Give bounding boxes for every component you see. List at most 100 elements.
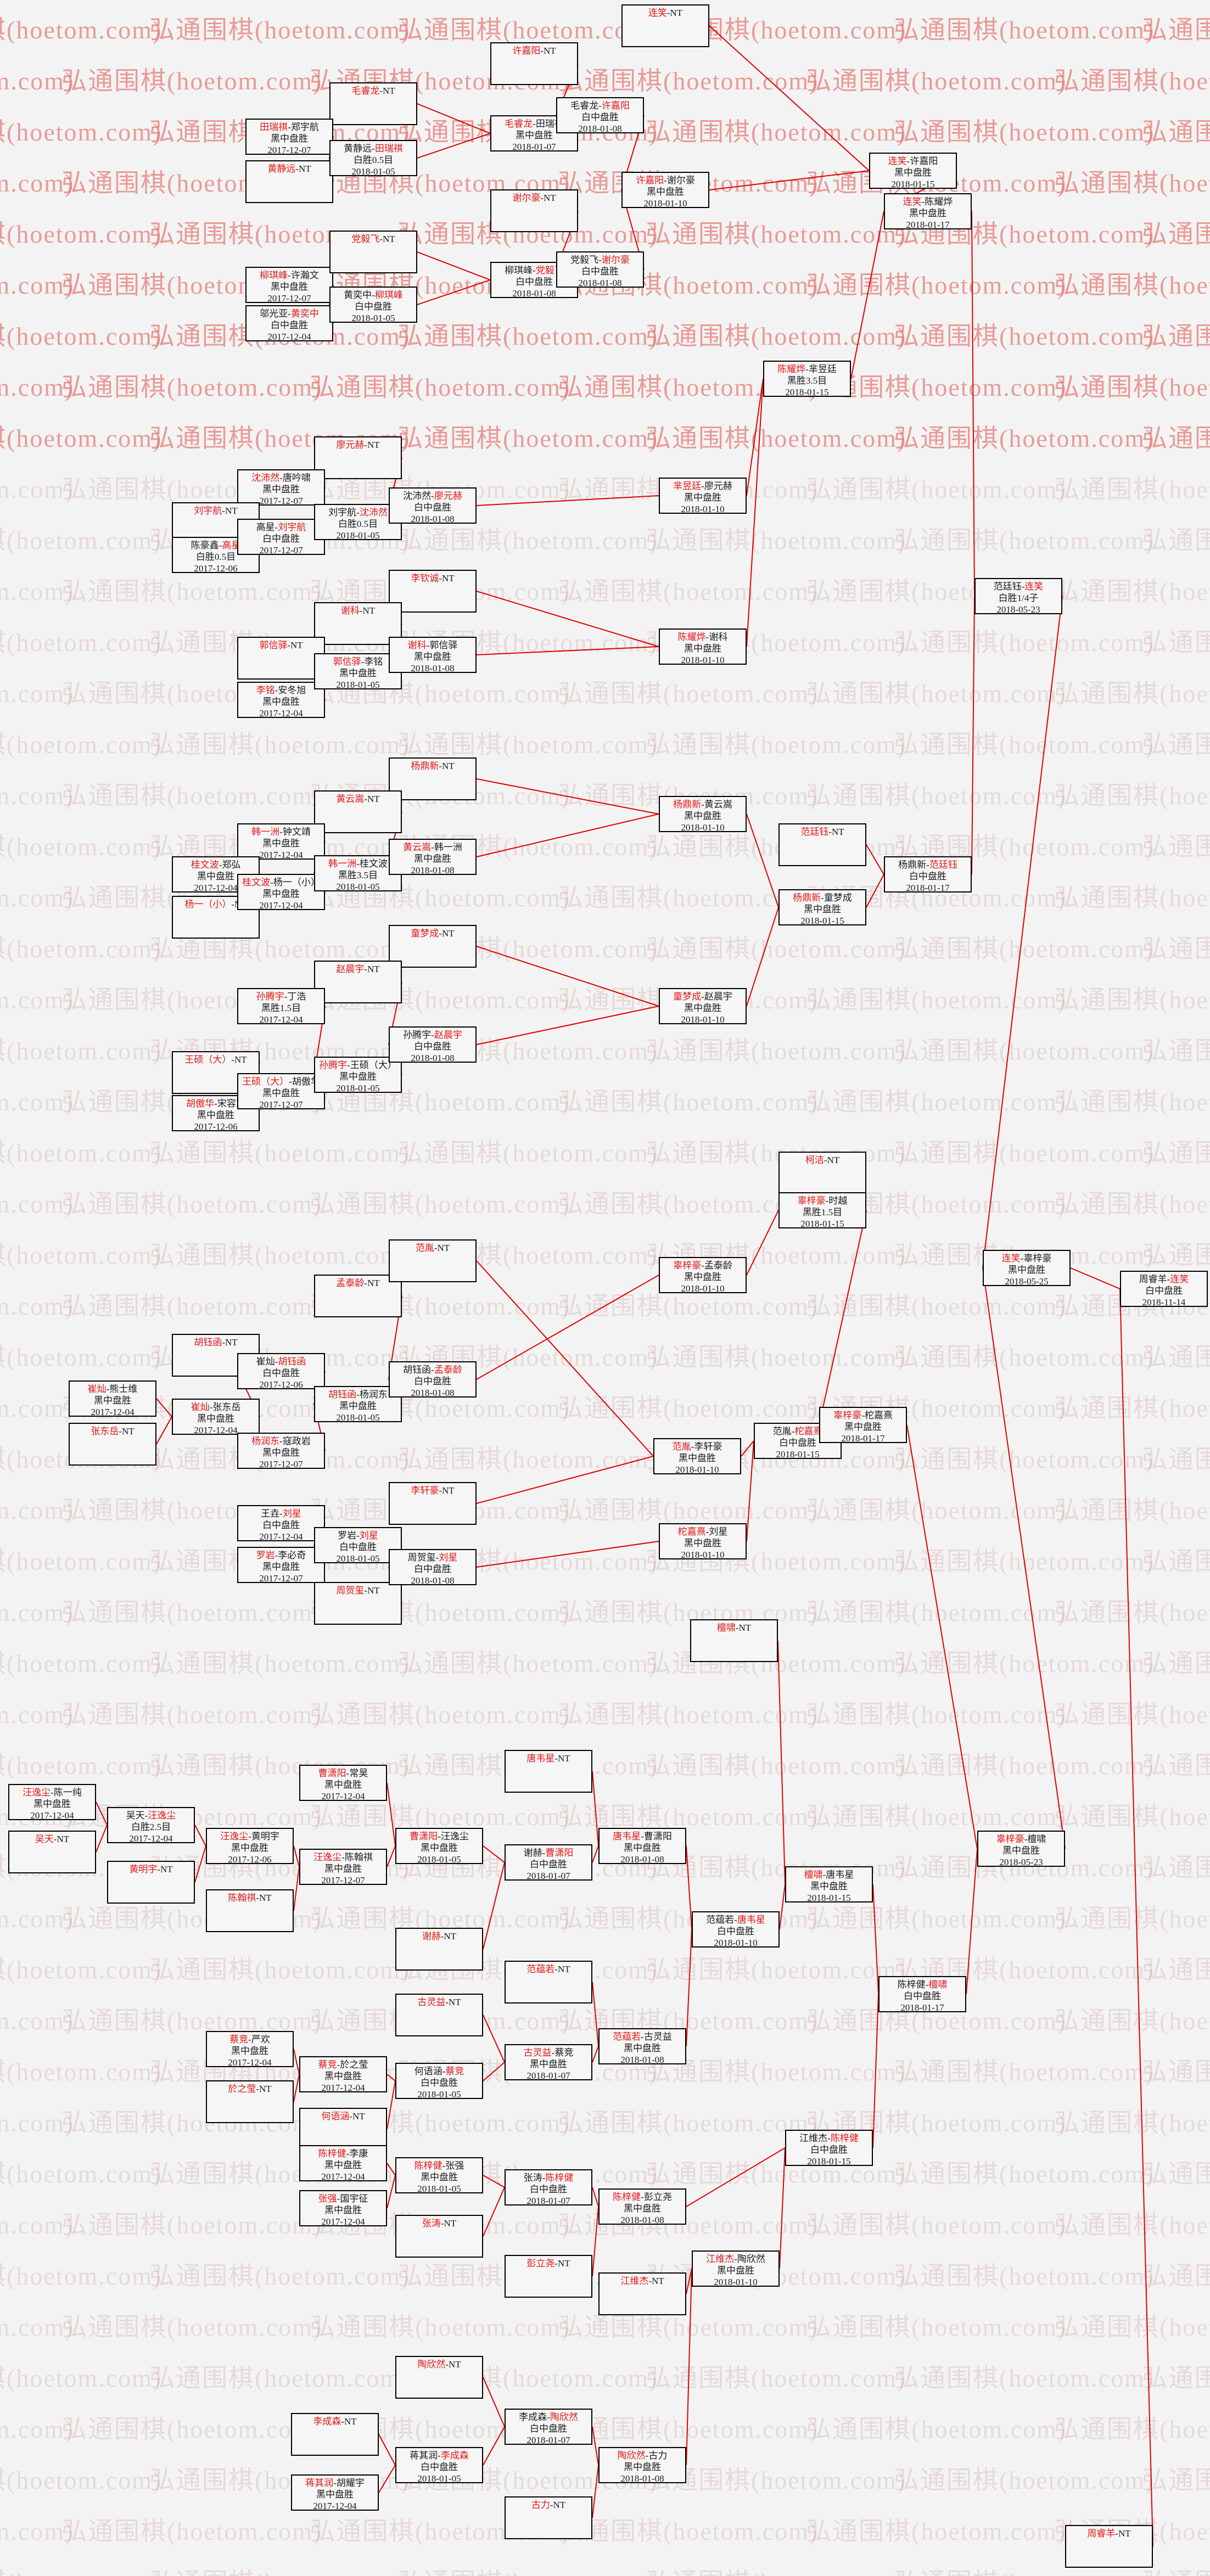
bracket-connector: [483, 2377, 505, 2427]
match-result: 白中盘胜: [339, 1542, 377, 1552]
match-box: 童梦成-赵晨宇 黑中盘胜 2018-01-10: [659, 988, 747, 1025]
watermark-text: 弘通围棋(hoetom.com): [397, 1139, 659, 1167]
bracket-connector: [293, 1866, 300, 1911]
seed-tag: NT: [259, 1893, 272, 1903]
seed-box: 郭信驿-NT: [237, 637, 325, 680]
player2-name: 李铭: [364, 656, 383, 667]
bracket-connector: [971, 596, 975, 875]
player1-name: 连笑: [888, 156, 907, 166]
match-result: 白中盘胜: [581, 112, 619, 122]
watermark-text: 弘通围棋(hoetom.com): [1054, 782, 1210, 810]
player1-name: 汪逸尘: [220, 1831, 249, 1842]
bracket-connector: [483, 2062, 505, 2081]
bracket-connector: [982, 1267, 1066, 1849]
seed-tag: NT: [544, 46, 556, 56]
bracket-connector: [592, 2046, 599, 2063]
player1-name: 周睿羊: [1087, 2528, 1116, 2539]
player1-name: 黄奕中: [344, 290, 372, 300]
watermark-text: 弘通围棋(hoetom.com): [1142, 935, 1210, 963]
watermark-text: 弘通围棋(hoetom.com): [646, 1752, 907, 1780]
watermark-text: 弘通围棋(hoetom.com): [558, 1088, 819, 1116]
match-result: 黑中盘胜: [271, 282, 308, 292]
seed-tag: NT: [160, 1864, 173, 1875]
player1-name: 谢科: [407, 640, 427, 650]
bracket-connector: [850, 211, 884, 379]
bracket-connector: [1119, 1288, 1153, 2547]
player2-name: 胡傲华: [292, 1076, 320, 1087]
match-result: 黑中盘胜: [324, 1864, 362, 1874]
watermark-text: 弘通围棋(hoetom.com): [894, 1649, 1155, 1677]
player1-name: 张强: [318, 2193, 337, 2204]
seed-tag: NT: [444, 2218, 457, 2229]
vs-dash: -: [341, 1852, 345, 1862]
vs-dash: -: [51, 1787, 54, 1798]
watermark-text: 弘通围棋(hoetom.com): [0, 628, 163, 656]
player1-name: 胡钰函: [403, 1365, 432, 1375]
player2-name: 黄云嵩: [704, 799, 732, 810]
seed-box: 吴天-NT: [8, 1831, 96, 1873]
player1-name: 罗岩: [338, 1530, 357, 1541]
seed-tag: NT: [544, 193, 556, 203]
seed-box: 唐韦星-NT: [505, 1750, 592, 1793]
match-box: 唐韦星-曹潇阳 黑中盘胜 2018-01-08: [598, 1828, 686, 1865]
vs-dash: -: [440, 1931, 444, 1941]
player2-name: 常昊: [349, 1768, 368, 1778]
watermark-text: 弘通围棋(hoetom.com): [806, 1292, 1067, 1320]
watermark-text: 弘通围棋(hoetom.com): [1054, 2415, 1210, 2443]
match-date: 2017-12-04: [321, 2083, 365, 2093]
watermark-text: 弘通围棋(hoetom.com): [0, 833, 163, 861]
player2-name: 陈耀烨: [925, 197, 953, 207]
match-result: 白中盘胜: [516, 277, 553, 287]
match-result: 黑中盘胜: [684, 1538, 721, 1548]
match-result: 黑中盘胜: [624, 2203, 661, 2214]
player1-name: 芈昱廷: [673, 481, 702, 491]
match-result: 黑中盘胜: [684, 811, 721, 821]
seed-box: 古力-NT: [505, 2496, 592, 2539]
vs-dash: -: [805, 364, 809, 374]
watermark-text: 弘通围棋(hoetom.com): [397, 2562, 658, 2576]
player2-name: 李成森: [440, 2450, 469, 2461]
watermark-text: 弘通围棋(hoetom.com): [0, 1649, 163, 1677]
vs-dash: -: [288, 122, 291, 132]
player1-name: 辜梓豪: [996, 1834, 1024, 1844]
watermark-text: 弘通围棋(hoetom.com): [1142, 2160, 1210, 2188]
vs-dash: -: [333, 2478, 337, 2488]
player1-name: 杨润东: [251, 1436, 280, 1446]
seed-box: 范蕴若-NT: [505, 1961, 592, 2003]
match-box: 高星-刘宇航 白中盘胜 2017-12-07: [237, 519, 325, 555]
match-date: 2018-01-10: [681, 1550, 725, 1560]
match-result: 黑中盘胜: [1002, 1845, 1040, 1856]
match-box: 陈梓健-檀啸 白中盘胜 2018-01-17: [878, 1976, 966, 2013]
vs-dash: -: [925, 1979, 929, 1990]
match-box: 周睿羊-连笑 白中盘胜 2018-11-14: [1120, 1271, 1208, 1307]
watermark-text: 弘通围棋(hoetom.com): [0, 680, 75, 708]
bracket-connector: [746, 378, 764, 496]
match-date: 2018-01-15: [800, 1219, 844, 1229]
match-box: 辜梓豪-时越 黑胜1.5目 2018-01-15: [778, 1192, 866, 1229]
match-date: 2018-01-10: [675, 1464, 719, 1475]
watermark-text: 弘通围棋(hoetom.com): [149, 2562, 410, 2576]
seed-tag: NT: [367, 1585, 380, 1596]
vs-dash: -: [906, 156, 910, 166]
watermark-text: 弘通围棋(hoetom.com): [894, 322, 1155, 350]
player1-name: 何语涵: [321, 2111, 350, 2122]
match-result: 黑中盘胜: [231, 1843, 268, 1853]
watermark-text: 弘通围棋(hoetom.com): [646, 1037, 907, 1065]
player1-name: 杨一（小）: [184, 899, 232, 910]
bracket-connector: [386, 2175, 396, 2209]
player2-name: 陈梓健: [830, 2133, 859, 2143]
vs-dash: -: [921, 197, 925, 207]
match-date: 2017-12-06: [194, 563, 238, 574]
seed-tag: NT: [299, 164, 311, 174]
player2-name: 曹潇阳: [545, 1848, 574, 1858]
bracket-connector: [592, 2206, 599, 2277]
player1-name: 谢尔豪: [512, 193, 541, 203]
player1-name: 杨鼎新: [673, 799, 702, 810]
vs-dash: -: [701, 991, 704, 1002]
bracket-connector: [592, 1771, 599, 1847]
player1-name: 范胤: [415, 1243, 434, 1253]
player2-name: 严欢: [251, 2034, 270, 2045]
player2-name: 丁浩: [287, 991, 306, 1002]
player1-name: 蒋其润: [305, 2478, 334, 2488]
bracket-connector: [866, 874, 884, 908]
